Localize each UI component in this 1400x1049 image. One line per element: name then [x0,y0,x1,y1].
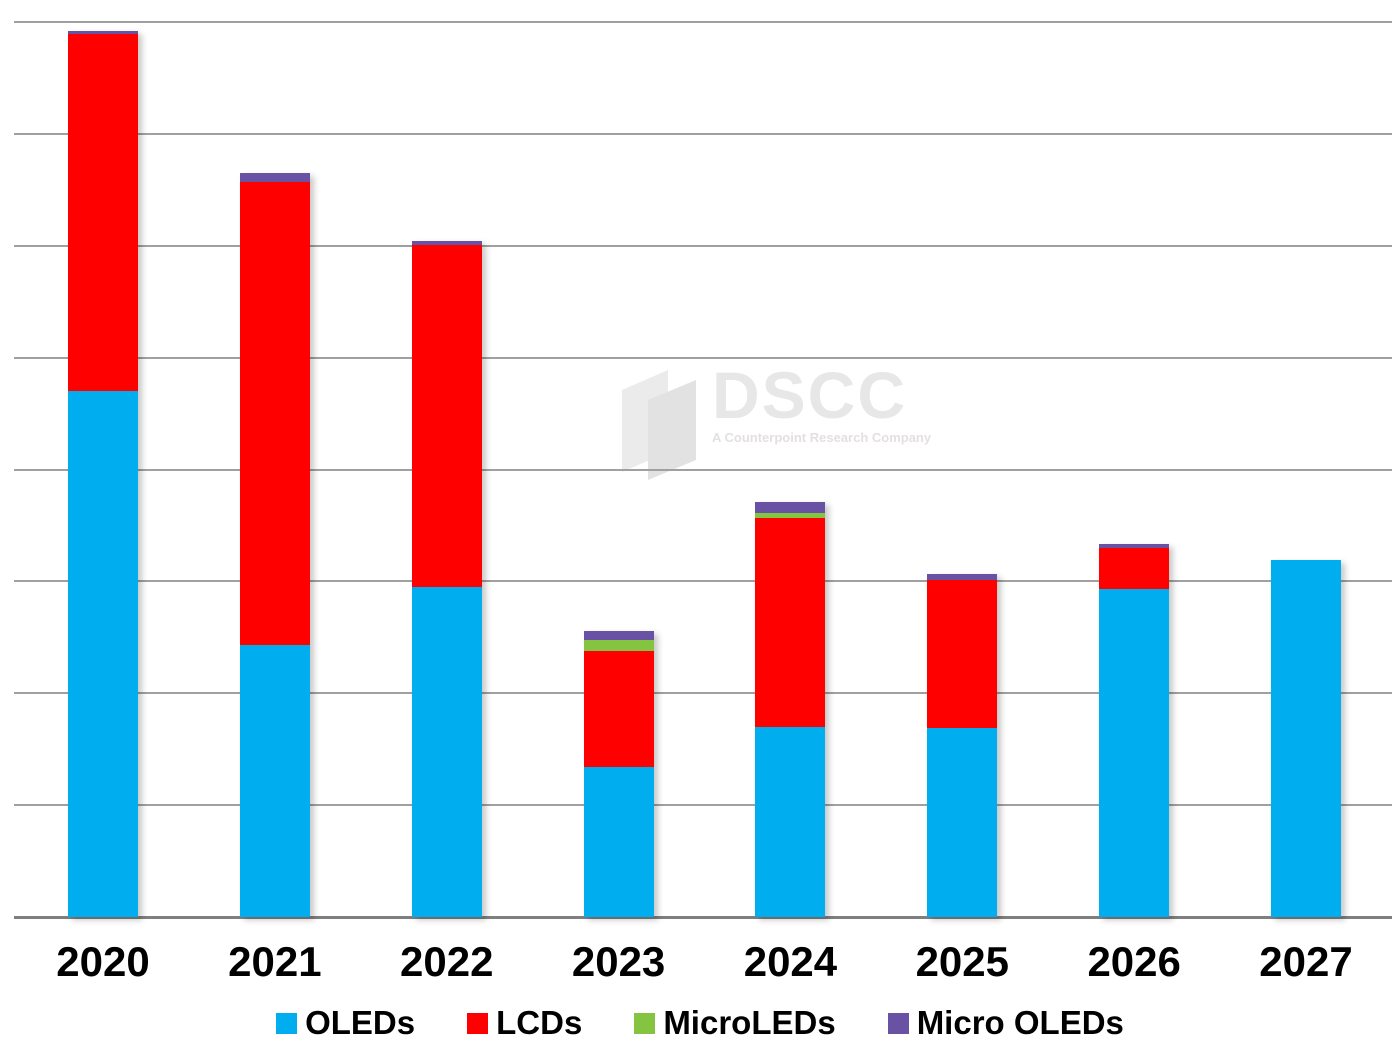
watermark-text: DSCC A Counterpoint Research Company [712,362,931,445]
bar-segment-oleds-2022 [411,586,482,917]
chart-legend: OLEDs LCDs MicroLEDs Micro OLEDs [0,1004,1400,1042]
bar-segment-micro-oleds-2022 [411,241,482,245]
bar-segment-oleds-2021 [239,645,310,917]
legend-swatch-icon [634,1012,656,1034]
gridline [14,356,1392,359]
x-axis-label-2022: 2022 [400,938,494,985]
stacked-bar-2025 [927,573,998,917]
bar-segment-lcds-2020 [68,34,138,392]
legend-label: OLEDs [305,1004,416,1041]
legend-item-lcds: LCDs [467,1004,582,1042]
dscc-logo-icon [622,370,696,480]
watermark: DSCC A Counterpoint Research Company [622,362,931,480]
x-axis-label-2026: 2026 [1087,938,1181,985]
stacked-bar-2023 [583,630,654,917]
watermark-title: DSCC [712,358,908,432]
bar-segment-lcds-2023 [583,650,654,768]
legend-label: Micro OLEDs [916,1004,1124,1041]
stacked-bar-2022 [411,241,482,917]
bar-segment-micro-oleds-2020 [68,30,138,35]
gridline [14,468,1392,471]
legend-swatch-icon [276,1012,298,1034]
bar-segment-lcds-2021 [239,182,310,646]
bar-segment-lcds-2026 [1099,547,1170,590]
stacked-bar-2027 [1271,560,1342,917]
bar-segment-oleds-2027 [1271,560,1342,917]
legend-label: MicroLEDs [663,1004,836,1041]
stacked-bar-2024 [755,501,826,917]
bar-segment-micro-oleds-2025 [927,573,998,581]
x-axis-label-2020: 2020 [56,938,150,985]
bar-segment-oleds-2026 [1099,589,1170,917]
bar-segment-oleds-2025 [927,727,998,917]
x-axis-label-2025: 2025 [915,938,1010,985]
bar-segment-oleds-2020 [68,391,138,917]
x-axis-label-2023: 2023 [571,938,666,985]
bar-segment-micro-oleds-2024 [755,501,826,514]
bar-segment-oleds-2024 [755,726,826,917]
stacked-bar-2021 [239,173,310,917]
bar-segment-lcds-2022 [411,244,482,587]
legend-label: LCDs [496,1004,583,1041]
gridline [14,804,1392,807]
bar-segment-microleds-2024 [755,513,826,518]
legend-swatch-icon [887,1012,909,1034]
bar-segment-micro-oleds-2023 [583,630,654,640]
bar-segment-oleds-2023 [583,767,654,917]
stacked-bar-2026 [1099,544,1170,917]
x-axis-label-2024: 2024 [743,938,838,985]
gridline [14,692,1392,695]
watermark-subtitle: A Counterpoint Research Company [712,430,932,445]
bar-segment-microleds-2023 [583,639,654,651]
x-axis-label-2021: 2021 [228,938,322,985]
legend-item-microleds: MicroLEDs [634,1004,836,1042]
legend-item-micro-oleds: Micro OLEDs [887,1004,1124,1042]
legend-swatch-icon [467,1012,489,1034]
gridline [14,21,1392,23]
gridline [14,580,1392,583]
gridline [14,132,1392,135]
bar-segment-micro-oleds-2021 [239,173,310,182]
bar-segment-lcds-2024 [755,517,826,727]
legend-item-oleds: OLEDs [276,1004,415,1042]
bar-segment-micro-oleds-2026 [1099,544,1170,548]
gridline [14,244,1392,247]
x-axis-label-2027: 2027 [1259,938,1353,985]
bar-segment-lcds-2025 [927,580,998,728]
x-axis-line [14,916,1392,919]
stacked-bar-2020 [68,30,138,917]
